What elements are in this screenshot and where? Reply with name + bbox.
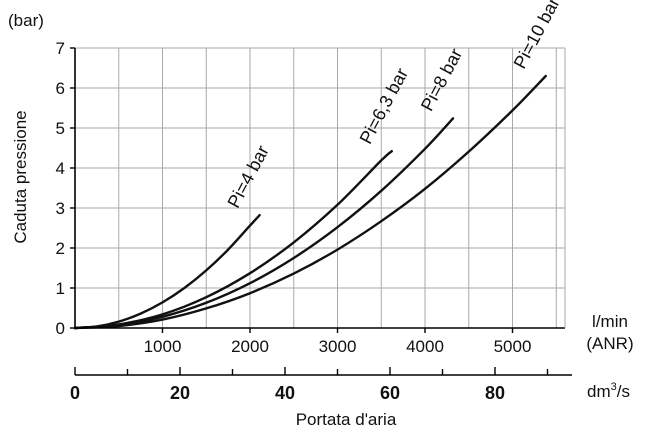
y-tick-label: 3 xyxy=(56,199,65,218)
y-unit-label: (bar) xyxy=(8,11,44,30)
axes xyxy=(70,47,572,376)
grid xyxy=(75,47,565,328)
y-axis-label: Caduta pressione xyxy=(11,110,30,243)
secondary-x-unit: dm3/s xyxy=(587,381,630,401)
y-tick-label: 2 xyxy=(56,239,65,258)
series-label: Pi=6,3 bar xyxy=(356,65,412,147)
curves xyxy=(73,74,547,330)
y-tick-label: 6 xyxy=(56,79,65,98)
x-tick-label: 3000 xyxy=(319,337,357,356)
x-unit-line-2: (ANR) xyxy=(586,334,633,353)
series-line xyxy=(73,117,455,330)
x-tick-label: 1000 xyxy=(144,337,182,356)
secondary-x-tick-label: 20 xyxy=(170,383,190,403)
y-tick-label: 1 xyxy=(56,279,65,298)
y-tick-label: 7 xyxy=(56,39,65,58)
labels: (bar) Caduta pressione l/min (ANR) dm3/s… xyxy=(8,0,634,429)
series-line xyxy=(73,214,261,330)
y-tick-label: 0 xyxy=(56,319,65,338)
x-tick-label: 2000 xyxy=(231,337,269,356)
y-tick-label: 5 xyxy=(56,119,65,138)
series-label: Pi=4 bar xyxy=(223,142,272,211)
secondary-x-tick-label: 0 xyxy=(70,383,80,403)
series-line xyxy=(73,150,393,330)
secondary-x-tick-label: 60 xyxy=(380,383,400,403)
x-axis-label: Portata d'aria xyxy=(296,410,397,429)
secondary-x-tick-label: 40 xyxy=(275,383,295,403)
series-label: Pi=10 bar xyxy=(510,0,564,72)
x-unit-line-1: l/min xyxy=(592,312,628,331)
x-tick-label: 5000 xyxy=(494,337,532,356)
series-line xyxy=(73,74,547,330)
series-label: Pi=8 bar xyxy=(417,45,466,114)
secondary-x-tick-label: 80 xyxy=(485,383,505,403)
y-tick-label: 4 xyxy=(56,159,65,178)
x-tick-label: 4000 xyxy=(406,337,444,356)
